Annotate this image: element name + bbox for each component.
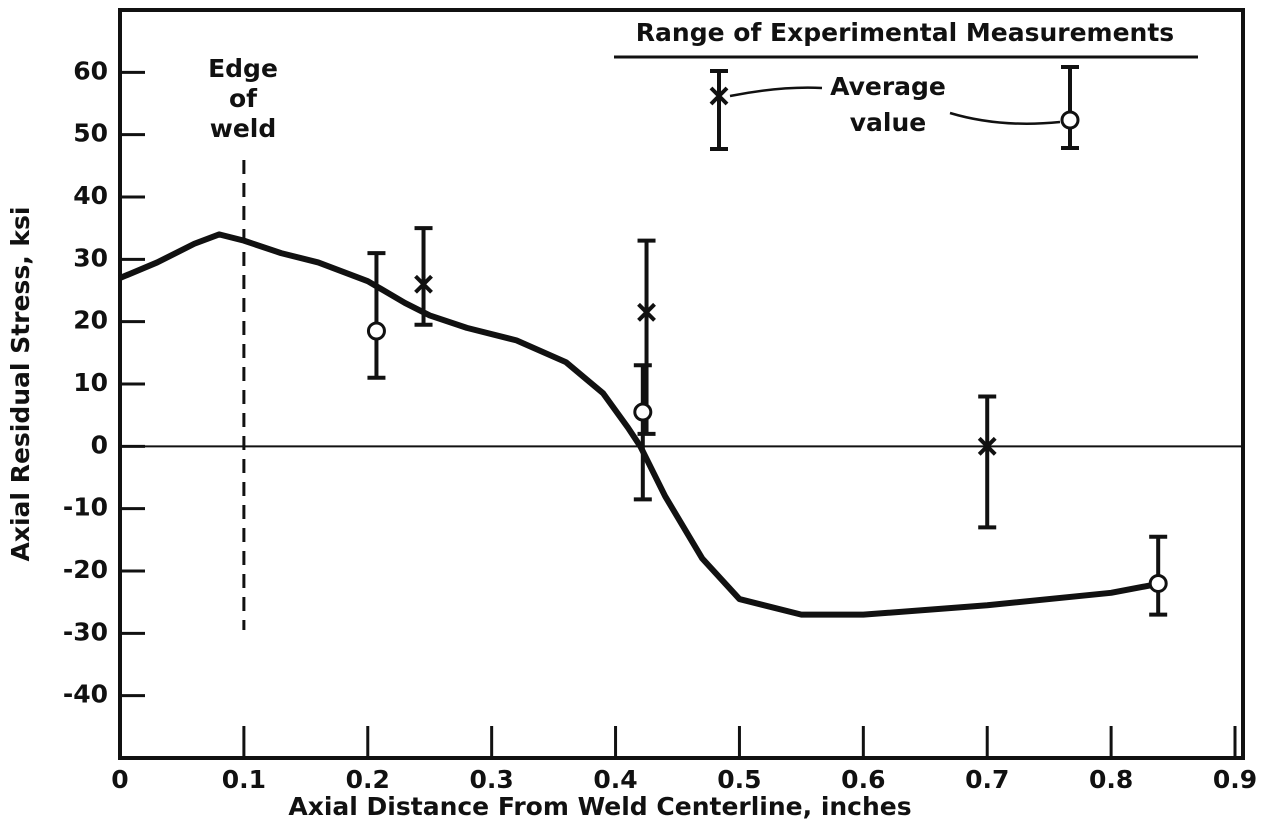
x-tick-label: 0.5 — [717, 765, 761, 794]
edge-label: weld — [210, 114, 277, 143]
x-tick-label: 0.2 — [346, 765, 390, 794]
y-axis-label: Axial Residual Stress, ksi — [6, 207, 35, 562]
y-tick-label: 30 — [73, 243, 108, 272]
x-tick-label: 0.9 — [1213, 765, 1257, 794]
x-tick-label: 0.8 — [1089, 765, 1133, 794]
edge-label: of — [229, 84, 258, 113]
legend-title: Range of Experimental Measurements — [636, 18, 1174, 47]
y-tick-label: 20 — [73, 306, 108, 335]
legend-sample — [709, 65, 1080, 151]
x-marker — [414, 274, 433, 294]
o-marker — [366, 321, 386, 341]
o-marker — [633, 402, 653, 422]
x-marker — [637, 302, 656, 322]
curve — [118, 231, 1162, 618]
y-tick-label: 50 — [73, 119, 108, 148]
x-tick-label: 0.3 — [470, 765, 514, 794]
x-tick-label: 0.7 — [965, 765, 1009, 794]
error-bar — [633, 363, 652, 502]
y-tick-label: 0 — [91, 430, 108, 459]
error-bar — [414, 226, 433, 327]
x-tick-label: 0.6 — [841, 765, 885, 794]
y-tick-label: -10 — [63, 493, 108, 522]
y-tick-label: 60 — [73, 56, 108, 85]
y-tick-label: 40 — [73, 181, 108, 210]
o-marker — [1148, 573, 1168, 593]
x-tick-label: 0.4 — [593, 765, 637, 794]
x-marker — [977, 436, 997, 456]
error-bar — [978, 394, 997, 530]
x-tick-label: 0.1 — [222, 765, 266, 794]
x-tick-label: 0 — [111, 765, 128, 794]
error-bar — [637, 238, 656, 436]
legend-label: value — [850, 108, 927, 137]
error-bar — [367, 251, 386, 380]
legend-label: Average — [830, 72, 946, 101]
y-tick-label: -40 — [63, 680, 108, 709]
edge-label: Edge — [208, 54, 278, 83]
x-axis-label: Axial Distance From Weld Centerline, inc… — [288, 792, 911, 821]
y-tick-label: 10 — [73, 368, 108, 397]
y-tick-label: -20 — [63, 555, 108, 584]
y-tick-label: -30 — [63, 617, 108, 646]
